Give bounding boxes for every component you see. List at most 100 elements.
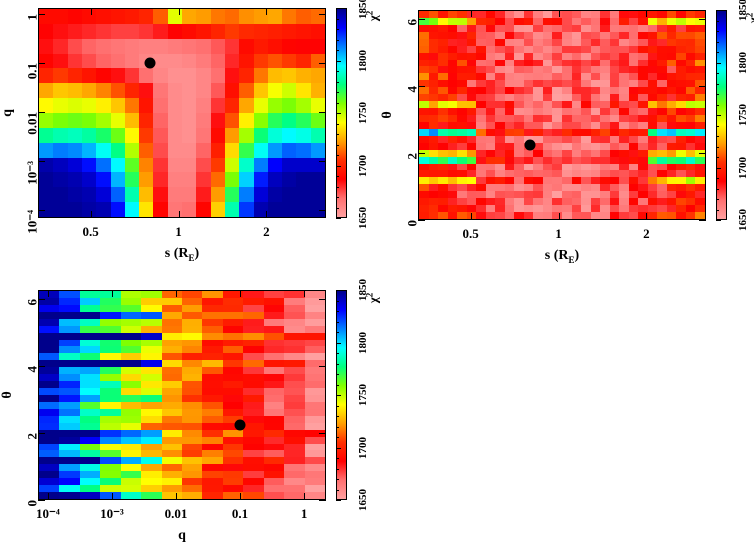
heatmap-cell: [600, 52, 610, 60]
heatmap-theta-vs-q[interactable]: [38, 290, 326, 500]
heatmap-cell: [609, 205, 620, 213]
heatmap-cell: [590, 156, 601, 164]
colorbar-gradient: [337, 9, 346, 217]
heatmap-cell: [263, 346, 285, 354]
heatmap-q-vs-s[interactable]: [38, 8, 326, 218]
heatmap-cell: [100, 415, 121, 423]
heatmap-cell: [153, 38, 168, 54]
colorbar-minor-tick: [336, 353, 339, 354]
heatmap-cell: [685, 73, 696, 81]
heatmap-cell: [161, 429, 182, 437]
heatmap-cell: [647, 101, 658, 109]
heatmap-cell: [676, 73, 686, 81]
heatmap-cell: [39, 367, 60, 375]
heatmap-cell: [676, 101, 686, 109]
heatmap-cell: [100, 422, 121, 430]
heatmap-cell: [167, 127, 182, 143]
heatmap-cell: [120, 311, 142, 319]
heatmap-cell: [153, 127, 168, 143]
heatmap-cell: [542, 191, 553, 199]
heatmap-cell: [685, 184, 696, 192]
heatmap-cell: [120, 443, 142, 451]
heatmap-cell: [657, 163, 667, 171]
colorbar-minor-tick: [336, 39, 339, 41]
heatmap-cell: [676, 31, 686, 39]
heatmap-cell: [161, 297, 182, 305]
heatmap-cell: [267, 9, 283, 24]
heatmap-cell: [457, 115, 467, 122]
heatmap-cell: [39, 436, 60, 444]
heatmap-cell: [685, 198, 696, 206]
heatmap-cell: [304, 492, 325, 499]
heatmap-cell: [628, 163, 639, 171]
heatmap-cell: [447, 128, 458, 136]
heatmap-cell: [657, 121, 667, 129]
heatmap-cell: [514, 163, 524, 171]
heatmap-cell: [110, 187, 125, 203]
heatmap-cell: [39, 450, 60, 458]
heatmap-cell: [243, 485, 264, 493]
heatmap-cell: [533, 59, 543, 67]
heatmap-cell: [182, 346, 203, 354]
heatmap-cell: [96, 127, 111, 143]
heatmap-cell: [79, 401, 101, 409]
heatmap-cell: [695, 31, 705, 39]
heatmap-cell: [552, 108, 562, 115]
heatmap-cell: [141, 367, 162, 375]
heatmap-cell: [466, 31, 477, 39]
heatmap-cell: [685, 135, 696, 143]
heatmap-cell: [243, 291, 264, 298]
heatmap-cell: [476, 59, 486, 67]
heatmap-cell: [210, 98, 225, 113]
heatmap-cell: [657, 31, 667, 39]
heatmap-cell: [196, 98, 211, 113]
heatmap-cell: [263, 492, 285, 499]
heatmap-cell: [638, 156, 648, 164]
heatmap-cell: [447, 108, 458, 115]
heatmap-cell: [562, 142, 572, 150]
heatmap-cell: [666, 101, 677, 109]
heatmap-cell: [263, 381, 285, 389]
heatmap-cell: [647, 52, 658, 60]
heatmap-cell: [196, 53, 211, 69]
heatmap-cell: [581, 73, 591, 81]
heatmap-cell: [284, 429, 305, 437]
x-tick: [470, 10, 472, 17]
heatmap-cell: [182, 443, 203, 451]
heatmap-cell: [263, 311, 285, 319]
heatmap-cell: [59, 332, 80, 340]
heatmap-cell: [428, 31, 439, 39]
heatmap-cell: [100, 471, 121, 479]
heatmap-cell: [263, 422, 285, 430]
heatmap-cell: [304, 408, 325, 416]
heatmap-cell: [476, 149, 486, 157]
heatmap-cell: [224, 53, 240, 69]
heatmap-cell: [638, 205, 648, 213]
heatmap-cell: [609, 24, 620, 32]
heatmap-cell: [628, 101, 639, 109]
heatmap-cell: [296, 127, 311, 143]
x-tick-label: 1: [300, 506, 308, 521]
heatmap-cell: [222, 304, 244, 312]
x-tick: [90, 8, 92, 15]
x-tick: [266, 8, 268, 15]
heatmap-cell: [263, 478, 285, 486]
heatmap-cell: [666, 87, 677, 95]
heatmap-cell: [447, 52, 458, 60]
heatmap-theta-vs-s[interactable]: [418, 10, 706, 220]
heatmap-cell: [609, 66, 620, 74]
heatmap-cell: [428, 170, 439, 178]
heatmap-cell: [304, 318, 325, 326]
heatmap-cell: [100, 360, 121, 368]
heatmap-cell: [485, 108, 496, 115]
heatmap-cell: [304, 450, 325, 458]
heatmap-cell: [476, 177, 486, 185]
x-tick: [175, 493, 177, 500]
heatmap-cell: [676, 121, 686, 129]
heatmap-cell: [253, 68, 268, 84]
heatmap-cell: [485, 11, 496, 18]
heatmap-cell: [533, 108, 543, 115]
heatmap-cell: [514, 17, 524, 25]
heatmap-cell: [466, 198, 477, 206]
heatmap-cell: [253, 202, 268, 217]
